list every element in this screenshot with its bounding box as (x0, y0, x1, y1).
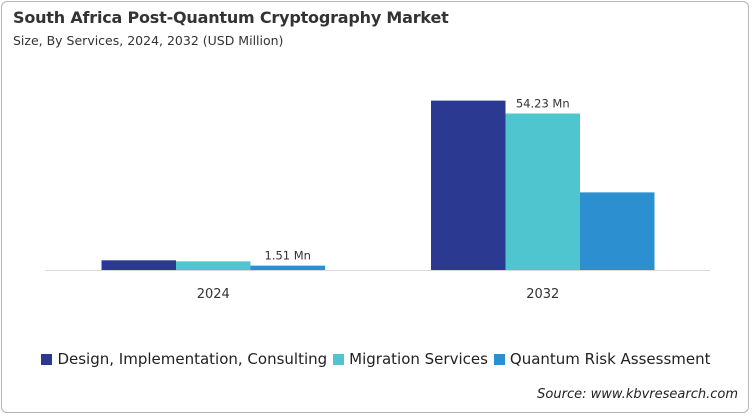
chart-subtitle: Size, By Services, 2024, 2032 (USD Milli… (13, 33, 284, 48)
bar-2032-0 (431, 100, 506, 270)
legend-item: Quantum Risk Assessment (493, 350, 711, 368)
x-tick-label: 2032 (526, 287, 559, 302)
legend-label: Design, Implementation, Consulting (57, 350, 328, 368)
legend-swatch (333, 353, 345, 365)
bar-2032-1 (505, 113, 580, 270)
data-label: 54.23 Mn (516, 97, 570, 111)
legend-label: Quantum Risk Assessment (509, 350, 711, 368)
source-note: Source: www.kbvresearch.com (537, 387, 738, 402)
chart-title: South Africa Post-Quantum Cryptography M… (13, 8, 449, 27)
legend-swatch (41, 353, 53, 365)
x-tick-label: 2024 (197, 287, 230, 302)
legend-label: Migration Services (349, 350, 488, 368)
bar-2032-2 (580, 192, 655, 270)
legend-swatch (493, 353, 505, 365)
legend: Design, Implementation, Consulting Migrat… (0, 350, 752, 368)
legend-item: Migration Services (333, 350, 488, 368)
bar-2024-0 (101, 260, 176, 270)
data-label: 1.51 Mn (265, 249, 311, 263)
legend-item: Design, Implementation, Consulting (41, 350, 327, 368)
bar-2024-1 (176, 261, 251, 270)
bar-2024-2 (250, 265, 325, 270)
